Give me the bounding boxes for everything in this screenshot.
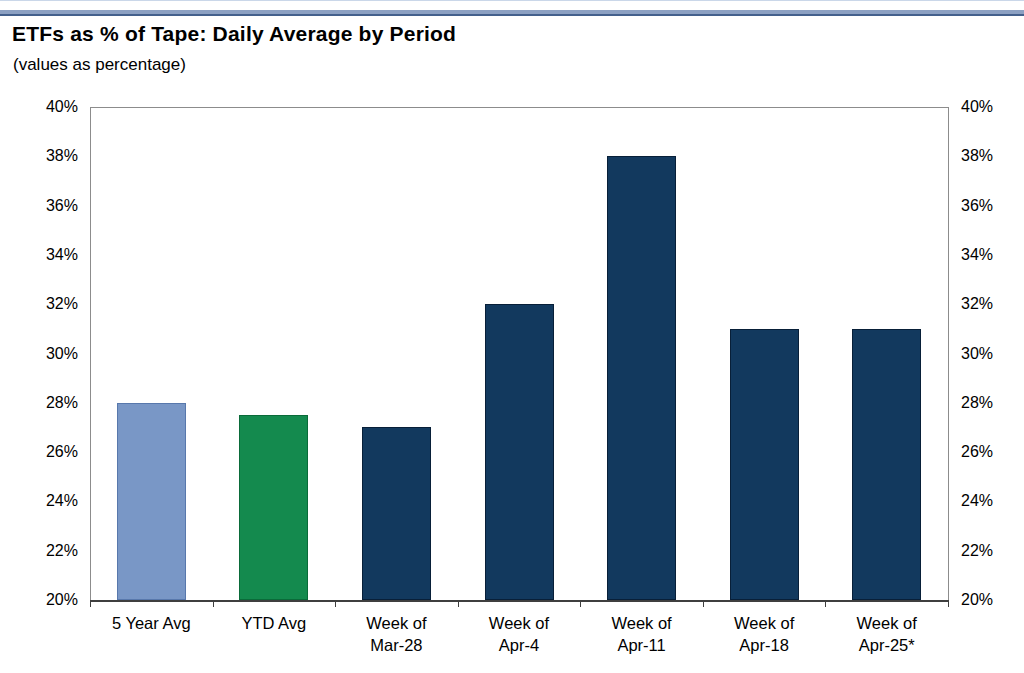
bar — [239, 415, 308, 600]
y-axis-label-right: 32% — [961, 293, 1021, 315]
y-axis-label-right: 20% — [961, 589, 1021, 611]
x-axis-label: Week of Apr-25* — [825, 612, 948, 656]
y-axis-label-left: 30% — [0, 343, 78, 365]
y-axis-label-right: 36% — [961, 195, 1021, 217]
header-accent-rule — [0, 10, 1024, 16]
y-axis-label-left: 24% — [0, 490, 78, 512]
x-axis-label: Week of Apr-18 — [703, 612, 826, 656]
y-axis-label-left: 26% — [0, 441, 78, 463]
y-axis-label-left: 22% — [0, 540, 78, 562]
y-axis-label-right: 26% — [961, 441, 1021, 463]
x-axis-tick — [213, 600, 214, 607]
x-axis-label: Week of Apr-4 — [458, 612, 581, 656]
x-axis-tick — [458, 600, 459, 607]
y-axis-label-left: 34% — [0, 244, 78, 266]
y-axis-label-right: 30% — [961, 343, 1021, 365]
y-axis-label-right: 34% — [961, 244, 1021, 266]
y-axis-label-left: 38% — [0, 145, 78, 167]
y-axis-label-right: 28% — [961, 392, 1021, 414]
top-edge-line — [0, 0, 1024, 1]
bar — [362, 427, 431, 600]
y-axis-label-left: 20% — [0, 589, 78, 611]
chart-title: ETFs as % of Tape: Daily Average by Peri… — [12, 22, 456, 46]
x-axis-tick — [703, 600, 704, 607]
x-axis-label: 5 Year Avg — [90, 612, 213, 634]
x-axis-tick — [580, 600, 581, 607]
y-axis-label-left: 40% — [0, 96, 78, 118]
y-axis-label-right: 40% — [961, 96, 1021, 118]
bar — [117, 403, 186, 600]
bar — [485, 304, 554, 600]
bar — [607, 156, 676, 600]
y-axis-label-right: 22% — [961, 540, 1021, 562]
chart-subtitle: (values as percentage) — [13, 55, 186, 75]
x-axis-label: Week of Apr-11 — [580, 612, 703, 656]
x-axis-tick — [825, 600, 826, 607]
chart-page: ETFs as % of Tape: Daily Average by Peri… — [0, 0, 1024, 673]
x-axis-tick — [335, 600, 336, 607]
y-axis-label-left: 32% — [0, 293, 78, 315]
x-axis-tick — [90, 600, 91, 607]
y-axis-label-left: 36% — [0, 195, 78, 217]
bar — [730, 329, 799, 600]
x-axis-label: Week of Mar-28 — [335, 612, 458, 656]
x-axis-tick — [948, 600, 949, 607]
y-axis-label-right: 38% — [961, 145, 1021, 167]
y-axis-label-right: 24% — [961, 490, 1021, 512]
y-axis-label-left: 28% — [0, 392, 78, 414]
bar — [852, 329, 921, 600]
x-axis-label: YTD Avg — [213, 612, 336, 634]
